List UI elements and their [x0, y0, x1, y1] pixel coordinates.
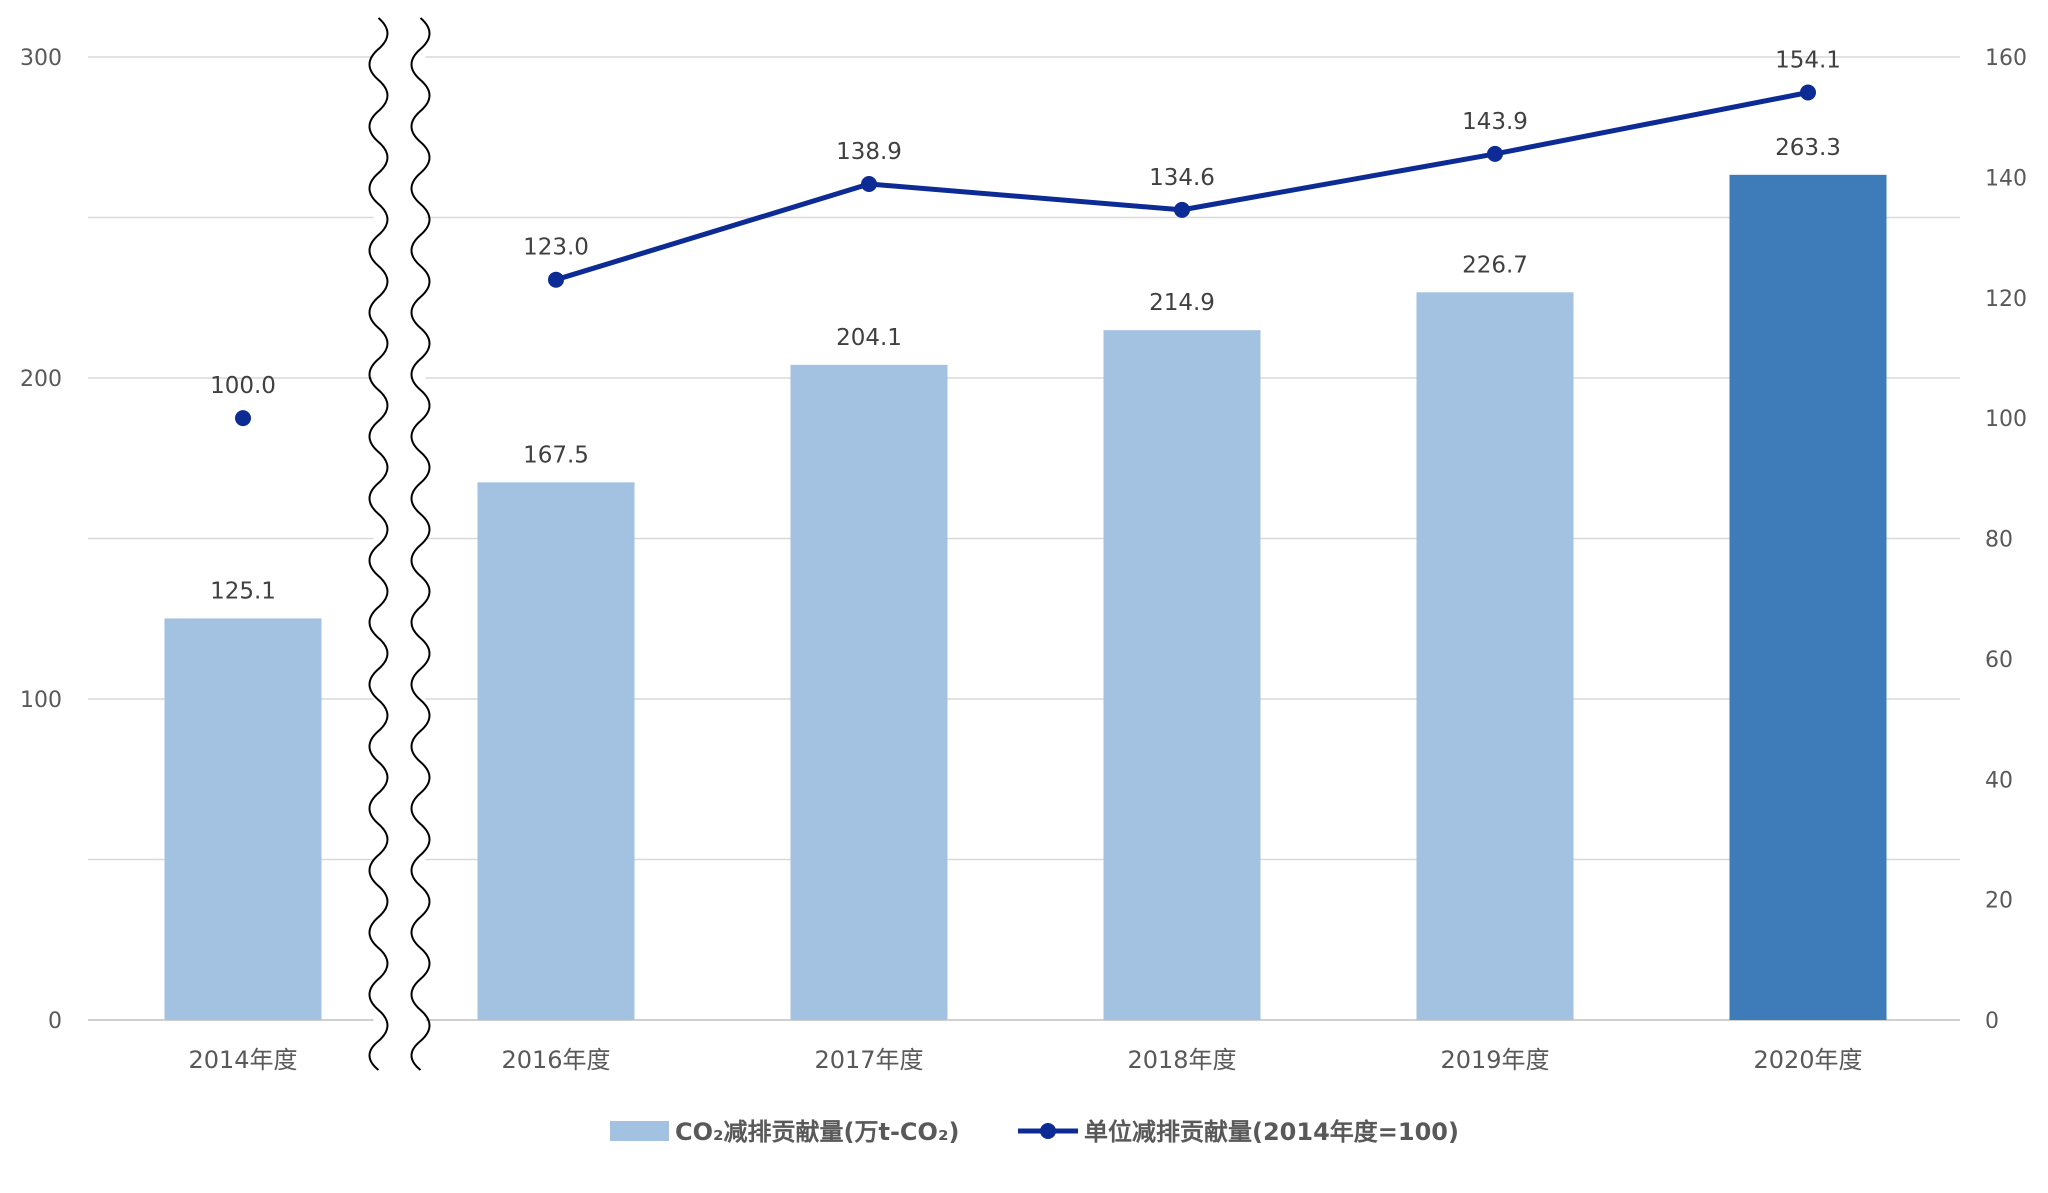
- bar: [1103, 330, 1261, 1020]
- bar-data-label: 167.5: [523, 442, 589, 468]
- category-label: 2014年度: [188, 1046, 297, 1074]
- left-tick-label: 100: [20, 688, 62, 713]
- axis-break-symbol: [368, 17, 431, 1071]
- line-data-label: 100.0: [210, 373, 276, 399]
- right-tick-label: 120: [1985, 287, 2027, 312]
- line-data-label: 123.0: [523, 235, 589, 261]
- right-tick-label: 160: [1985, 46, 2027, 71]
- legend-line-label: 单位减排贡献量(2014年度=100): [1084, 1118, 1459, 1146]
- right-tick-label: 60: [1985, 648, 2013, 673]
- gridlines: [88, 56, 1960, 1021]
- line-series: [235, 84, 1816, 427]
- right-tick-label: 40: [1985, 768, 2013, 793]
- line-point: [861, 175, 877, 192]
- right-tick-label: 80: [1985, 528, 2013, 553]
- bar-data-label: 125.1: [210, 578, 276, 604]
- line-data-label: 138.9: [836, 139, 902, 165]
- bar-data-label: 214.9: [1149, 290, 1215, 316]
- left-tick-label: 0: [48, 1009, 62, 1034]
- category-label: 2016年度: [501, 1046, 610, 1074]
- bar-data-label: 263.3: [1775, 135, 1841, 161]
- category-label: 2020年度: [1753, 1046, 1862, 1074]
- right-tick-label: 0: [1985, 1009, 1999, 1034]
- axis-break-wave: [368, 17, 389, 1071]
- left-tick-label: 300: [20, 46, 62, 71]
- left-tick-label: 200: [20, 367, 62, 392]
- right-tick-label: 20: [1985, 889, 2013, 914]
- bar-data-label: 204.1: [836, 325, 902, 351]
- bar: [1416, 292, 1574, 1021]
- line-data-labels: 100.0 123.0 138.9 134.6 143.9 154.1: [210, 48, 1841, 400]
- line-data-label: 134.6: [1149, 165, 1215, 191]
- line-point: [548, 271, 564, 288]
- bar: [1729, 174, 1887, 1020]
- left-y-axis: 0 100 200 300: [20, 46, 62, 1034]
- x-axis-category-labels: 2014年度 2016年度 2017年度 2018年度 2019年度 2020年度: [188, 1046, 1862, 1074]
- bar-data-labels: 125.1 167.5 204.1 214.9 226.7 263.3: [210, 135, 1841, 605]
- axis-break-wave: [410, 17, 431, 1071]
- category-label: 2019年度: [1440, 1046, 1549, 1074]
- line-point: [235, 410, 251, 427]
- legend-line-marker: [1040, 1123, 1056, 1139]
- line-point: [1174, 201, 1190, 218]
- axis-break-mask: [373, 18, 426, 1070]
- line-data-label: 154.1: [1775, 48, 1841, 74]
- bar: [790, 364, 948, 1020]
- bar-data-label: 226.7: [1462, 252, 1528, 278]
- bar: [164, 618, 322, 1020]
- line-data-label: 143.9: [1462, 109, 1528, 135]
- legend-bar-swatch: [610, 1121, 669, 1141]
- legend: CO₂减排贡献量(万t-CO₂) 单位减排贡献量(2014年度=100): [610, 1118, 1459, 1146]
- legend-bar-label: CO₂减排贡献量(万t-CO₂): [675, 1118, 959, 1146]
- category-label: 2018年度: [1127, 1046, 1236, 1074]
- bar: [477, 482, 635, 1020]
- right-tick-label: 100: [1985, 407, 2027, 432]
- line-point: [1800, 84, 1816, 101]
- bar-series: [164, 174, 1887, 1021]
- right-y-axis: 0 20 40 60 80 100 120 140 160: [1985, 46, 2027, 1034]
- category-label: 2017年度: [814, 1046, 923, 1074]
- right-tick-label: 140: [1985, 166, 2027, 191]
- line-point: [1487, 145, 1503, 162]
